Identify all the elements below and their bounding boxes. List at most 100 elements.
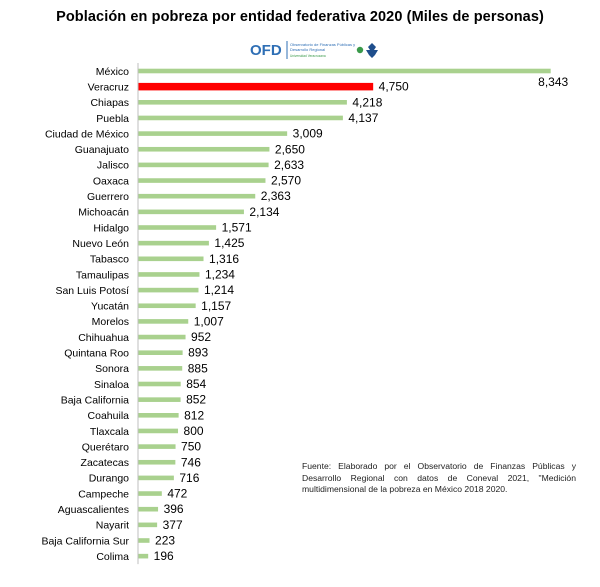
bar	[138, 444, 176, 449]
bar	[138, 209, 244, 215]
value-label: 1,007	[194, 314, 224, 328]
bar	[138, 553, 149, 559]
value-label: 196	[154, 549, 174, 563]
category-label: Campeche	[78, 488, 129, 500]
bar	[138, 397, 181, 402]
category-label: Tlaxcala	[90, 426, 129, 438]
category-label: Sinaloa	[94, 379, 129, 391]
category-label: Baja California	[61, 394, 129, 406]
source-note: Fuente: Elaborado por el Observatorio de…	[302, 461, 576, 494]
value-label: 800	[184, 424, 204, 438]
bar	[138, 272, 200, 277]
bar	[138, 193, 256, 199]
category-label: Hidalgo	[93, 222, 129, 234]
value-label: 893	[188, 346, 208, 360]
value-label: 4,750	[379, 80, 409, 94]
category-label: Yucatán	[91, 301, 129, 313]
value-label: 4,218	[352, 95, 382, 109]
value-label: 854	[186, 377, 206, 391]
bar-highlight	[138, 82, 374, 91]
bar	[138, 366, 183, 371]
category-label: Tabasco	[90, 254, 129, 266]
category-label: Jalisco	[97, 160, 129, 172]
bar	[138, 381, 181, 387]
category-label: Sonora	[95, 363, 129, 375]
value-label: 2,650	[275, 142, 305, 156]
category-label: Baja California Sur	[41, 535, 129, 547]
value-label: 716	[179, 471, 199, 485]
category-label: Guerrero	[87, 191, 129, 203]
value-label: 952	[191, 330, 211, 344]
value-label: 1,571	[222, 221, 252, 235]
value-label: 4,137	[348, 111, 378, 125]
category-label: Chiapas	[90, 97, 129, 109]
bar	[138, 459, 176, 465]
category-label: Tamaulipas	[76, 269, 129, 281]
category-label: San Luis Potosí	[55, 285, 129, 297]
value-label: 1,425	[214, 236, 244, 250]
bar	[138, 131, 288, 136]
bar	[138, 256, 204, 262]
logo-line-2: Desarrollo Regional	[290, 47, 325, 52]
category-label: Aguascalientes	[58, 504, 129, 516]
value-label: 1,214	[204, 283, 234, 297]
bar	[138, 475, 174, 481]
logo-line-1: Observatorio de Finanzas Públicas y	[290, 42, 355, 47]
category-label: Nayarit	[96, 520, 129, 532]
bar	[138, 115, 343, 121]
bar	[138, 506, 159, 512]
value-label: 1,234	[205, 267, 235, 281]
value-label: 852	[186, 393, 206, 407]
bar	[138, 491, 162, 496]
category-label: Quintana Roo	[64, 348, 129, 360]
category-label: Durango	[89, 473, 129, 485]
category-label: Querétaro	[82, 441, 129, 453]
bar	[138, 350, 183, 355]
bar	[138, 162, 269, 168]
category-label: Oaxaca	[93, 175, 129, 187]
value-label: 750	[181, 440, 201, 454]
bar	[138, 413, 179, 418]
bar	[138, 146, 270, 152]
bar	[138, 319, 189, 324]
value-label: 2,570	[271, 174, 301, 188]
bar	[138, 303, 196, 309]
value-label: 2,633	[274, 158, 304, 172]
category-label: México	[96, 66, 129, 78]
bar	[138, 428, 179, 434]
value-label: 223	[155, 534, 175, 548]
category-label: Chihuahua	[78, 332, 129, 344]
bar	[138, 334, 186, 340]
value-label: 1,157	[201, 299, 231, 313]
category-label: Guanajuato	[75, 144, 129, 156]
bar	[138, 68, 551, 74]
bar	[138, 240, 209, 246]
bar	[138, 178, 266, 183]
value-label: 377	[163, 518, 183, 532]
category-label: Nuevo León	[72, 238, 129, 250]
logo-acronym: OFD	[250, 42, 282, 59]
category-label: Puebla	[96, 113, 129, 125]
value-label: 885	[188, 361, 208, 375]
category-label: Ciudad de México	[45, 128, 129, 140]
category-label: Morelos	[92, 316, 129, 328]
logo-line-3: Universidad Veracruzana	[290, 54, 326, 58]
value-label: 2,134	[249, 205, 279, 219]
category-label: Coahuila	[88, 410, 130, 422]
bar	[138, 538, 150, 543]
chart-title: Población en pobreza por entidad federat…	[56, 9, 544, 25]
category-label: Zacatecas	[81, 457, 129, 469]
value-label: 396	[164, 502, 184, 516]
category-label: Michoacán	[78, 207, 129, 219]
bar	[138, 225, 217, 230]
category-label: Colima	[96, 551, 129, 563]
value-label: 472	[167, 487, 187, 501]
category-label: Veracruz	[88, 81, 129, 93]
value-label: 2,363	[261, 189, 291, 203]
value-label: 746	[181, 455, 201, 469]
value-label: 3,009	[293, 127, 323, 141]
value-label: 8,343	[538, 75, 568, 89]
bar	[138, 287, 199, 293]
value-label: 1,316	[209, 252, 239, 266]
